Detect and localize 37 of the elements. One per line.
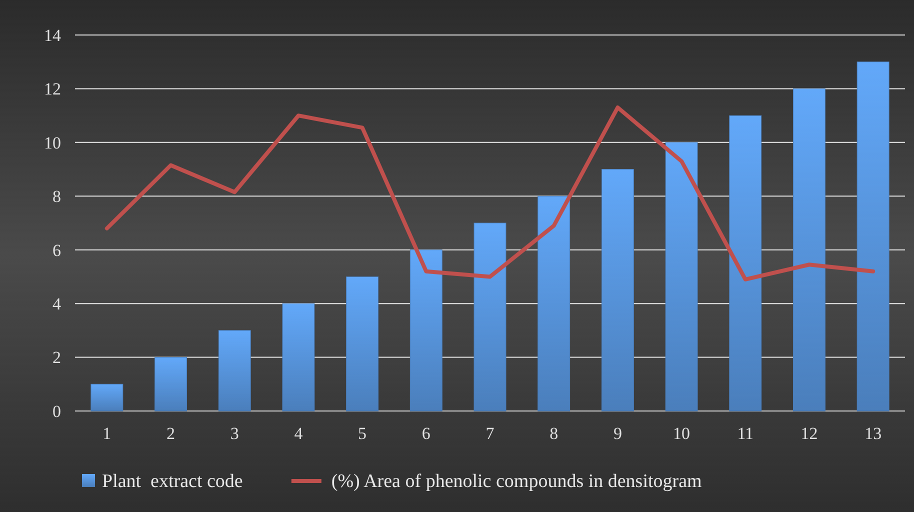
bar: [282, 303, 315, 412]
y-tick-label: 10: [44, 133, 61, 152]
y-tick-label: 2: [52, 348, 61, 368]
x-tick-label: 5: [358, 424, 367, 443]
x-tick-label: 4: [294, 424, 304, 443]
y-tick-label: 14: [44, 26, 62, 45]
bar: [665, 142, 698, 412]
bar: [474, 222, 506, 412]
bar: [90, 384, 124, 412]
x-tick-label: 12: [800, 424, 818, 443]
y-tick-label: 6: [52, 240, 61, 260]
x-tick-label: 2: [166, 424, 176, 443]
bar: [729, 115, 762, 412]
bar: [410, 250, 442, 412]
line-series: [104, 106, 876, 282]
y-tick-label: 12: [44, 80, 61, 99]
bar: [538, 196, 570, 412]
bar: [218, 330, 251, 412]
x-tick-label: 6: [422, 424, 430, 443]
x-tick-label: 1: [102, 424, 112, 443]
bar: [346, 276, 379, 412]
x-tick-label: 7: [486, 424, 495, 443]
bar: [154, 357, 187, 412]
bar: [856, 62, 890, 412]
y-tick-label: 4: [52, 294, 62, 314]
y-tick-label: 0: [52, 402, 61, 421]
x-tick-label: 13: [864, 424, 882, 443]
legend-label: Plant extract code: [102, 471, 243, 492]
x-tick-label: 9: [613, 424, 622, 443]
x-tick-label: 10: [673, 424, 690, 443]
x-tick-label: 11: [737, 424, 754, 443]
bar: [601, 169, 634, 412]
y-tick-label: 8: [52, 187, 61, 206]
x-tick-label: 8: [550, 424, 558, 443]
x-tick-label: 3: [230, 424, 239, 443]
bar: [793, 88, 826, 412]
legend-label: (%) Area of phenolic compounds in densitogram: [331, 471, 702, 492]
